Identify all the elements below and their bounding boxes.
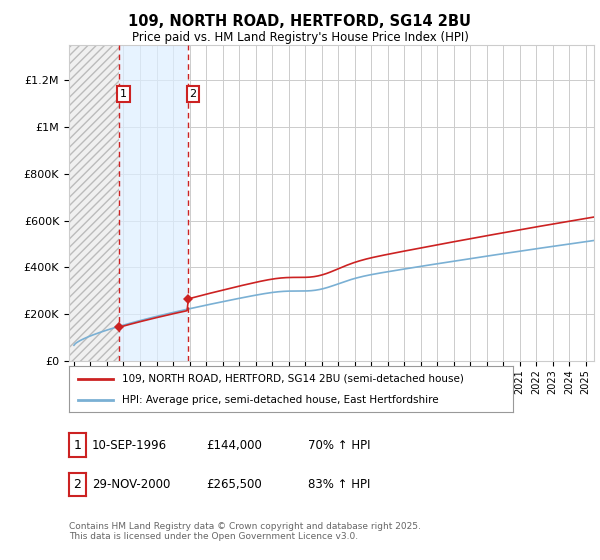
Text: 1: 1 <box>120 89 127 99</box>
Text: 10-SEP-1996: 10-SEP-1996 <box>92 438 167 452</box>
Text: 70% ↑ HPI: 70% ↑ HPI <box>308 438 370 452</box>
Text: £265,500: £265,500 <box>206 478 262 491</box>
Text: £144,000: £144,000 <box>206 438 262 452</box>
Bar <box>69 45 119 361</box>
Text: 2: 2 <box>73 478 82 491</box>
Text: 1: 1 <box>73 438 82 452</box>
Text: 29-NOV-2000: 29-NOV-2000 <box>92 478 170 491</box>
Text: Contains HM Land Registry data © Crown copyright and database right 2025.
This d: Contains HM Land Registry data © Crown c… <box>69 522 421 542</box>
Text: 109, NORTH ROAD, HERTFORD, SG14 2BU: 109, NORTH ROAD, HERTFORD, SG14 2BU <box>128 14 472 29</box>
Text: 2: 2 <box>190 89 197 99</box>
Text: HPI: Average price, semi-detached house, East Hertfordshire: HPI: Average price, semi-detached house,… <box>122 395 439 405</box>
Text: 83% ↑ HPI: 83% ↑ HPI <box>308 478 370 491</box>
Bar <box>119 45 188 361</box>
Text: 109, NORTH ROAD, HERTFORD, SG14 2BU (semi-detached house): 109, NORTH ROAD, HERTFORD, SG14 2BU (sem… <box>122 374 464 384</box>
Text: Price paid vs. HM Land Registry's House Price Index (HPI): Price paid vs. HM Land Registry's House … <box>131 31 469 44</box>
